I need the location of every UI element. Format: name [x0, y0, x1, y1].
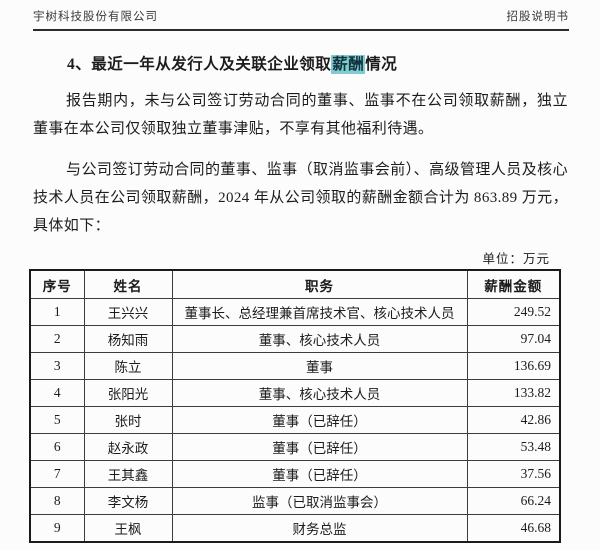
cell-name: 张阳光	[83, 379, 173, 407]
cell-name: 陈立	[83, 352, 173, 380]
cell-index: 7	[29, 460, 85, 488]
table-row: 9 王枫 财务总监 46.68	[29, 514, 561, 543]
company-name: 宇树科技股份有限公司	[33, 11, 158, 23]
cell-index: 2	[29, 325, 85, 353]
table-row: 2 杨知雨 董事、核心技术人员 97.04	[29, 325, 561, 353]
section-title-suffix: 情况	[365, 56, 398, 73]
header-cell-name: 姓名	[83, 269, 173, 299]
search-highlight: 薪酬	[331, 55, 366, 74]
running-header: 宇树科技股份有限公司 招股说明书	[33, 8, 569, 31]
table-header-row: 序号 姓名 职务 薪酬金额	[29, 269, 561, 299]
cell-amount: 97.04	[466, 325, 561, 353]
cell-position: 财务总监	[171, 514, 468, 543]
table-row: 5 张时 董事（已辞任） 42.86	[29, 406, 561, 434]
paragraph-independent-directors: 报告期内，未与公司签订劳动合同的董事、监事不在公司领取薪酬，独立董事在本公司仅领…	[33, 93, 568, 137]
cell-amount: 66.24	[466, 487, 561, 515]
cell-position: 董事、核心技术人员	[171, 379, 468, 407]
cell-amount: 136.69	[466, 352, 561, 380]
cell-position: 董事（已辞任）	[171, 460, 468, 488]
cell-name: 赵永政	[83, 433, 173, 461]
cell-index: 5	[29, 406, 85, 434]
cell-index: 1	[29, 298, 85, 326]
cell-name: 王枫	[83, 514, 173, 543]
cell-index: 6	[29, 433, 85, 461]
cell-name: 王其鑫	[83, 460, 173, 488]
table-row: 8 李文杨 监事（已取消监事会） 66.24	[29, 487, 561, 515]
table-row: 6 赵永政 董事（已辞任） 53.48	[29, 433, 561, 461]
cell-index: 4	[29, 379, 85, 407]
cell-amount: 249.52	[466, 298, 561, 326]
section-title-prefix: 4、最近一年从发行人及关联企业领取	[67, 56, 332, 73]
cell-position: 董事、核心技术人员	[171, 325, 468, 353]
cell-name: 张时	[83, 406, 173, 434]
cell-index: 3	[29, 352, 85, 380]
cell-amount: 53.48	[466, 433, 561, 461]
cell-index: 9	[29, 514, 85, 543]
table-row: 1 王兴兴 董事长、总经理兼首席技术官、核心技术人员 249.52	[29, 298, 561, 326]
cell-amount: 133.82	[466, 379, 561, 407]
cell-position: 董事（已辞任）	[171, 433, 468, 461]
cell-position: 董事（已辞任）	[171, 406, 468, 434]
table-row: 4 张阳光 董事、核心技术人员 133.82	[29, 379, 561, 407]
doc-type-label: 招股说明书	[506, 11, 569, 23]
table-row: 7 王其鑫 董事（已辞任） 37.56	[29, 460, 561, 488]
header-cell-position: 职务	[171, 269, 468, 299]
unit-label: 单位：万元	[482, 252, 550, 266]
cell-amount: 46.68	[466, 514, 561, 543]
cell-position: 董事长、总经理兼首席技术官、核心技术人员	[171, 298, 468, 326]
cell-index: 8	[29, 487, 85, 515]
section-title: 4、最近一年从发行人及关联企业领取薪酬情况	[33, 52, 568, 74]
cell-name: 王兴兴	[83, 298, 173, 326]
header-cell-index: 序号	[29, 269, 85, 299]
cell-position: 董事	[171, 352, 468, 380]
cell-name: 杨知雨	[83, 325, 173, 353]
cell-amount: 42.86	[466, 406, 561, 434]
paragraph-salary-total: 与公司签订劳动合同的董事、监事（取消监事会前）、高级管理人员及核心技术人员在公司…	[33, 162, 568, 234]
table-row: 3 陈立 董事 136.69	[29, 352, 561, 380]
header-cell-amount: 薪酬金额	[466, 269, 561, 299]
salary-table: 序号 姓名 职务 薪酬金额 1 王兴兴 董事长、总经理兼首席技术官、核心技术人员…	[29, 269, 561, 543]
cell-name: 李文杨	[83, 487, 173, 515]
cell-position: 监事（已取消监事会）	[171, 487, 468, 515]
cell-amount: 37.56	[466, 460, 561, 488]
